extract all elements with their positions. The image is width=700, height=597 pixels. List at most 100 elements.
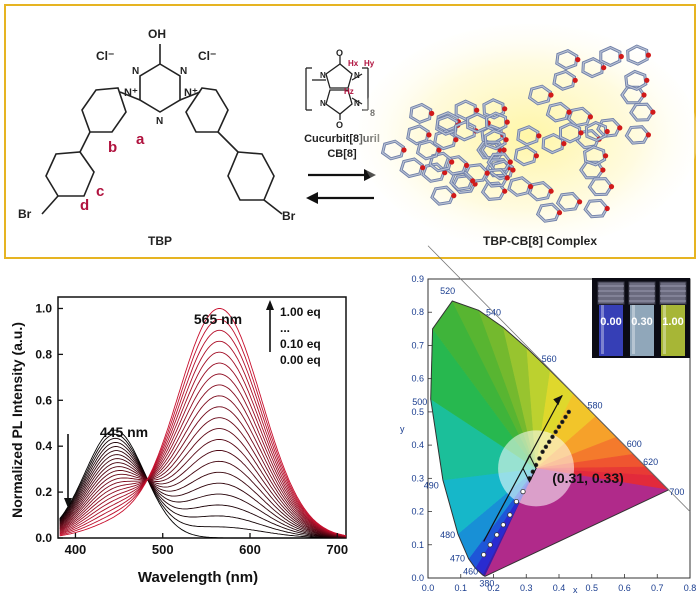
cie-data-point: [556, 424, 562, 429]
cage-oxygen: [501, 147, 507, 153]
cie-data-point: [566, 409, 571, 415]
cie-x-tick-label: 0.4: [553, 583, 566, 593]
pl-y-tick-label: 0.6: [35, 393, 52, 407]
cie-y-tick-label: 0.0: [411, 573, 424, 583]
pl-spectrum-line: [59, 437, 347, 539]
cie-data-point: [487, 542, 493, 548]
cage-ring-highlight: [627, 45, 648, 65]
cie-wavelength-label: 700: [669, 487, 684, 497]
cie-y-tick-label: 0.8: [411, 307, 424, 317]
cage-ring-highlight: [576, 129, 600, 149]
cie-wavelength-label: 520: [440, 286, 455, 296]
n-plus-right-label: N⁺: [184, 87, 198, 99]
complex-cages: [380, 44, 656, 223]
cage-oxygen: [617, 125, 623, 131]
cage-ring-highlight: [585, 121, 607, 142]
cie-wavelength-label: 490: [424, 480, 439, 490]
cage-oxygen: [527, 184, 534, 190]
cage-oxygen: [603, 153, 609, 159]
cage-oxygen: [504, 175, 510, 181]
cage-ring-highlight: [625, 126, 650, 144]
cage-oxygen: [587, 114, 594, 120]
vial-body: [630, 305, 654, 356]
cage-oxygen: [577, 199, 583, 205]
pl-spectrum-line: [59, 429, 346, 539]
pl-spectrum-line: [59, 458, 347, 538]
cb8-hz-label: Hz: [344, 87, 354, 96]
cage-ring-highlight: [431, 186, 455, 205]
vial-cap: [597, 281, 625, 305]
cie-wavelength-label: 560: [542, 354, 557, 364]
cage-oxygen: [470, 178, 476, 184]
pl-spectrum-line: [59, 318, 347, 537]
cie-y-tick-label: 0.7: [411, 340, 424, 350]
cage-ring-highlight: [584, 199, 608, 218]
cie-wavelength-label: 460: [463, 567, 478, 577]
pl-spectrum-line: [59, 439, 347, 538]
cage-ring-highlight: [407, 125, 429, 145]
cb8-n-label-2: N: [354, 71, 360, 80]
proton-label-c: c: [96, 183, 104, 200]
pl-legend-3: 0.10 eq: [280, 337, 321, 351]
cage-oxygen: [645, 132, 652, 138]
cage-oxygen: [507, 159, 513, 165]
host-abbrev-label: CB[8]: [327, 148, 357, 160]
pl-spectrum-line: [59, 362, 347, 537]
cage-ring-highlight: [583, 146, 606, 166]
triazine-n-bottom: N: [156, 116, 163, 127]
scheme-panel: OH Cl⁻ Cl⁻ N⁺ N⁺ N N N Br Br a b c d TBP: [4, 4, 698, 259]
cb8-hy-label: Hy: [364, 59, 375, 68]
cage-ring-highlight: [481, 141, 505, 159]
cage-ring-highlight: [481, 182, 506, 201]
complex-label: TBP-CB[8] Complex: [483, 234, 597, 248]
pl-y-tick-label: 0.4: [35, 439, 52, 453]
cage-oxygen: [429, 110, 435, 116]
cie-x-tick-label: 0.0: [422, 583, 435, 593]
cage-ring-highlight: [381, 140, 405, 160]
pl-legend-4: 0.00 eq: [280, 353, 321, 367]
pl-y-tick-label: 0.0: [35, 531, 52, 545]
cie-x-tick-label: 0.8: [684, 583, 697, 593]
pl-spectrum-line: [59, 449, 347, 538]
cage-ring-highlight: [455, 100, 476, 120]
cie-x-tick-label: 0.7: [651, 583, 664, 593]
vial-reflection: [663, 305, 666, 354]
cage-ring-highlight: [528, 85, 552, 105]
cage-oxygen: [484, 170, 490, 176]
pl-spectrum-line: [59, 441, 347, 539]
complex-glow: [358, 24, 698, 248]
cie-data-point: [520, 488, 526, 495]
pl-x-tick-label: 500: [152, 542, 174, 557]
cage-oxygen: [641, 92, 647, 98]
cie-trajectory: [481, 394, 571, 558]
cie-trend-arrow: [483, 394, 563, 542]
cie-x-axis-title: x: [573, 585, 578, 595]
triazine-n-top-left: N: [132, 66, 139, 77]
pl-chart: 400 500 600 700 0.0 0.2 0.4 0.6 0.8 1.0 Wavelengt…: [9, 296, 348, 586]
cage-ring-highlight: [483, 99, 505, 119]
cb8-n-label-4: N: [354, 99, 360, 108]
proton-label-b: b: [108, 139, 117, 156]
cage-ring-highlight: [559, 123, 581, 143]
cie-y-tick-label: 0.3: [411, 473, 424, 483]
pl-axes: 400 500 600 700 0.0 0.2 0.4 0.6 0.8 1.0: [35, 301, 348, 557]
cage-oxygen: [644, 77, 650, 83]
proton-label-a: a: [136, 131, 145, 148]
cie-y-tick-label: 0.2: [411, 507, 424, 517]
cage-oxygen: [502, 188, 508, 194]
pl-spectrum-line: [59, 395, 347, 537]
cie-x-tick-label: 0.1: [454, 583, 467, 593]
cie-data-point: [563, 414, 568, 420]
cage-ring-highlight: [514, 146, 537, 166]
pl-x-axis-title: Wavelength (nm): [138, 569, 258, 586]
cage-oxygen: [618, 53, 624, 60]
cie-y-tick-label: 0.1: [411, 540, 424, 550]
cie-data-point: [507, 512, 513, 518]
cage-oxygen: [572, 77, 578, 83]
pl-y-tick-label: 1.0: [35, 301, 52, 315]
pl-decrease-arrow: [64, 434, 72, 508]
cage-ring-highlight: [484, 130, 506, 150]
cage-ring-highlight: [400, 158, 423, 178]
chloride-right-label: Cl⁻: [198, 49, 216, 63]
